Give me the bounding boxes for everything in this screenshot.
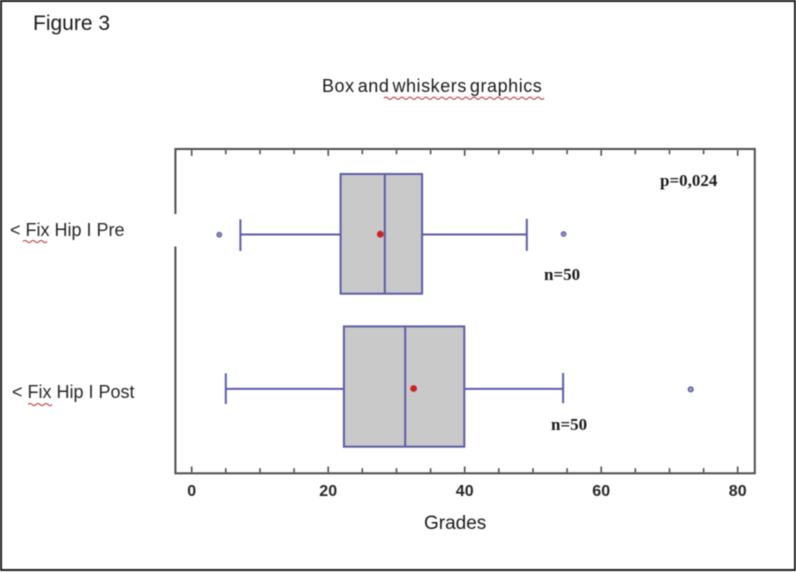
svg-text:0: 0 [187,483,196,500]
svg-text:n=50: n=50 [551,415,587,434]
svg-text:20: 20 [319,483,337,500]
svg-text:60: 60 [592,483,610,500]
svg-text:n=50: n=50 [544,265,580,284]
svg-text:p=0,024: p=0,024 [660,171,718,190]
svg-text:80: 80 [729,483,747,500]
svg-text:40: 40 [456,483,474,500]
